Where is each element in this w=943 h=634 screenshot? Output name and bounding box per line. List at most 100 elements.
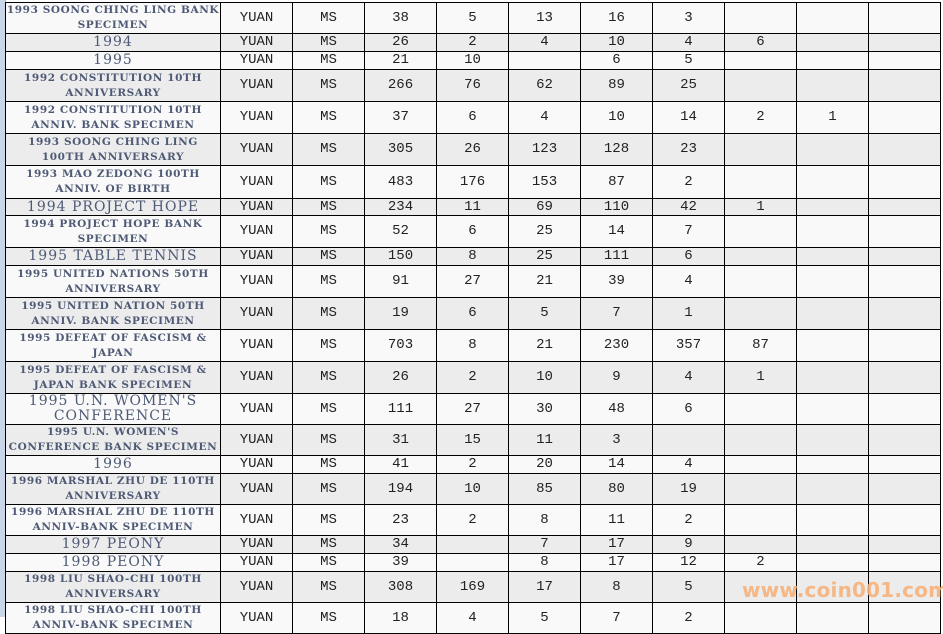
coin-name-cell: 1995 DEFEAT OF FASCISM & JAPAN BANK SPEC… — [5, 361, 221, 394]
unit-cell: YUAN — [220, 69, 293, 102]
value-cell: 2 — [436, 361, 509, 394]
value-cell — [724, 535, 797, 554]
table-row: 1995 TABLE TENNIS YUAN MS 150 8 25 111 6 — [5, 247, 941, 266]
value-cell: 194 — [364, 473, 437, 505]
value-cell — [868, 553, 941, 572]
coin-name-cell: 1995 UNITED NATIONS 50TH ANNIVERSARY — [5, 265, 221, 298]
coin-name-cell: 1995 DEFEAT OF FASCISM & JAPAN — [5, 329, 221, 362]
value-cell: 8 — [436, 329, 509, 362]
value-cell: 76 — [436, 69, 509, 102]
value-cell — [724, 571, 797, 603]
value-cell: 10 — [580, 33, 653, 52]
value-cell: 6 — [436, 101, 509, 134]
value-cell: 26 — [436, 133, 509, 166]
value-cell — [796, 329, 869, 362]
table-row: 1993 SOONG CHING LING 100TH ANNIVERSARY Y… — [5, 133, 941, 166]
value-cell: 2 — [436, 33, 509, 52]
unit-cell: YUAN — [220, 504, 293, 536]
value-cell: 19 — [364, 297, 437, 330]
value-cell: 1 — [796, 101, 869, 134]
value-cell — [868, 473, 941, 505]
value-cell: 703 — [364, 329, 437, 362]
value-cell: 13 — [508, 2, 581, 34]
unit-cell: YUAN — [220, 297, 293, 330]
value-cell: 27 — [436, 265, 509, 298]
value-cell — [796, 553, 869, 572]
value-cell — [868, 101, 941, 134]
value-cell — [796, 198, 869, 216]
value-cell: 38 — [364, 2, 437, 34]
value-cell: 8 — [436, 247, 509, 266]
value-cell: 128 — [580, 133, 653, 166]
value-cell: 21 — [508, 329, 581, 362]
table-row: 1992 CONSTITUTION 10TH ANNIVERSARY YUAN MS… — [5, 69, 941, 102]
value-cell: 4 — [652, 33, 725, 52]
coin-name-cell: 1994 PROJECT HOPE BANK SPECIMEN — [5, 215, 221, 248]
table-row: 1996 YUAN MS 41 2 20 14 4 — [5, 455, 941, 474]
value-cell — [724, 247, 797, 266]
value-cell: 6 — [580, 51, 653, 70]
grade-cell: MS — [292, 165, 365, 199]
value-cell: 4 — [508, 33, 581, 52]
value-cell: 2 — [652, 504, 725, 536]
unit-cell: YUAN — [220, 571, 293, 603]
value-cell: 8 — [580, 571, 653, 603]
coin-census-table: 1993 SOONG CHING LING BANK SPECIMEN YUAN M… — [5, 2, 941, 634]
value-cell — [868, 265, 941, 298]
grade-cell: MS — [292, 101, 365, 134]
value-cell: 48 — [580, 393, 653, 425]
value-cell — [868, 297, 941, 330]
value-cell: 4 — [652, 265, 725, 298]
table-row: 1995 DEFEAT OF FASCISM & JAPAN YUAN MS 703 8… — [5, 329, 941, 362]
table-row: 1994 YUAN MS 26 2 4 10 4 6 — [5, 33, 941, 52]
value-cell: 234 — [364, 198, 437, 216]
unit-cell: YUAN — [220, 215, 293, 248]
value-cell: 1 — [724, 198, 797, 216]
value-cell: 91 — [364, 265, 437, 298]
coin-name-cell: 1995 — [5, 51, 221, 70]
value-cell — [868, 361, 941, 394]
unit-cell: YUAN — [220, 198, 293, 216]
table-row: 1993 SOONG CHING LING BANK SPECIMEN YUAN M… — [5, 2, 941, 34]
table-row: 1992 CONSTITUTION 10TH ANNIV. BANK SPECI… — [5, 101, 941, 134]
value-cell: 17 — [580, 535, 653, 554]
coin-name-cell: 1994 PROJECT HOPE — [5, 198, 221, 216]
value-cell: 4 — [436, 602, 509, 634]
value-cell: 2 — [724, 101, 797, 134]
coin-name-cell: 1998 LIU SHAO-CHI 100TH ANNIVERSARY — [5, 571, 221, 603]
unit-cell: YUAN — [220, 247, 293, 266]
value-cell — [868, 33, 941, 52]
coin-name-cell: 1998 LIU SHAO-CHI 100TH ANNIV-BANK SPECI… — [5, 602, 221, 634]
grade-cell: MS — [292, 69, 365, 102]
value-cell: 10 — [508, 361, 581, 394]
unit-cell: YUAN — [220, 265, 293, 298]
grade-cell: MS — [292, 198, 365, 216]
value-cell — [868, 69, 941, 102]
value-cell: 7 — [580, 602, 653, 634]
value-cell: 14 — [580, 455, 653, 474]
value-cell — [724, 504, 797, 536]
value-cell: 89 — [580, 69, 653, 102]
grade-cell: MS — [292, 424, 365, 456]
value-cell — [796, 69, 869, 102]
value-cell — [868, 424, 941, 456]
value-cell — [868, 535, 941, 554]
value-cell — [868, 133, 941, 166]
grade-cell: MS — [292, 393, 365, 425]
value-cell — [868, 247, 941, 266]
value-cell: 230 — [580, 329, 653, 362]
value-cell — [724, 393, 797, 425]
grade-cell: MS — [292, 602, 365, 634]
value-cell — [796, 361, 869, 394]
value-cell — [796, 504, 869, 536]
value-cell: 14 — [652, 101, 725, 134]
value-cell: 16 — [580, 2, 653, 34]
value-cell: 176 — [436, 165, 509, 199]
unit-cell: YUAN — [220, 473, 293, 505]
value-cell: 5 — [436, 2, 509, 34]
grade-cell: MS — [292, 455, 365, 474]
value-cell — [724, 215, 797, 248]
value-cell: 2 — [724, 553, 797, 572]
coin-name-cell: 1995 U.N. WOMEN'S CONFERENCE — [5, 393, 221, 425]
value-cell — [868, 571, 941, 603]
